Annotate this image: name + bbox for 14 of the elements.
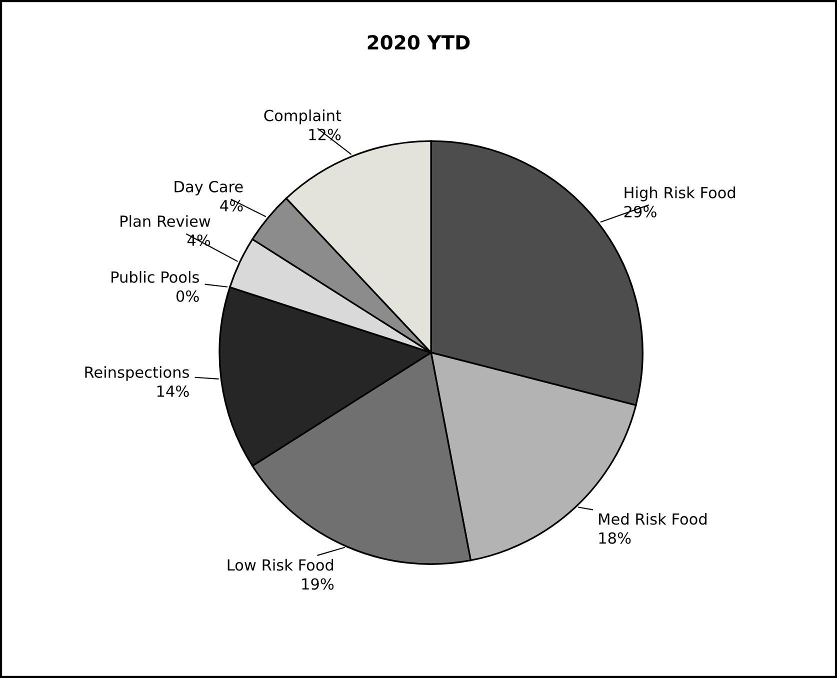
data-label: 18%	[599, 532, 631, 544]
slice-label: Med Risk Food	[599, 512, 706, 525]
legend-label: Public Pools	[112, 271, 199, 283]
data-label: 4%	[220, 200, 243, 212]
slice-label: Day Care	[174, 180, 243, 196]
slice-label: High Risk Food	[624, 186, 736, 202]
chart-title: 2020 YTD	[368, 35, 470, 50]
text: 0%	[176, 290, 199, 302]
slice-label: Low Risk Food	[228, 558, 334, 571]
slice-label: Reinspections	[85, 366, 189, 381]
slice-label: Plan Review	[120, 215, 210, 227]
data-label: 19%	[302, 578, 334, 590]
data-label: 14%	[157, 385, 189, 397]
slice-label: Complaint	[264, 109, 342, 124]
